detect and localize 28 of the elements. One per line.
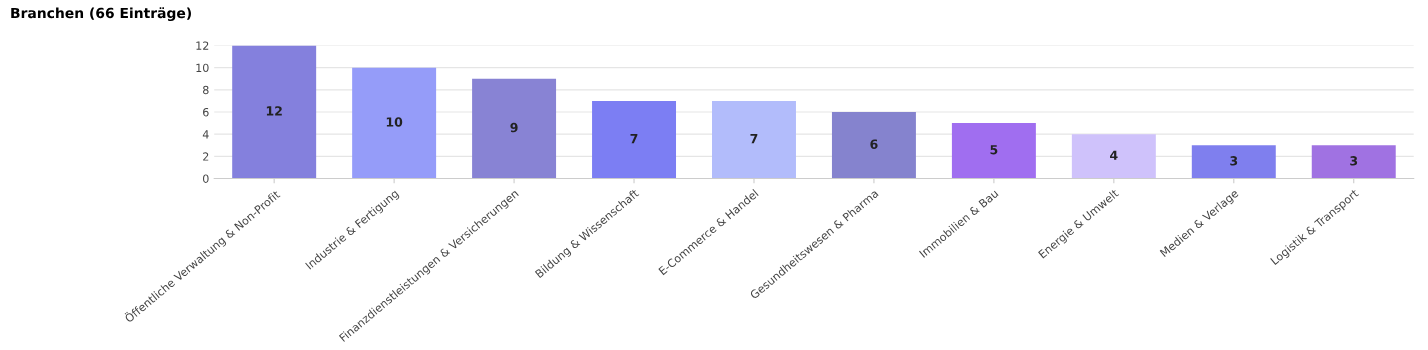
bar bbox=[352, 67, 437, 179]
data-label: 3 bbox=[1350, 156, 1358, 166]
data-label: 7 bbox=[630, 134, 638, 144]
bar bbox=[1071, 134, 1156, 179]
data-label: 9 bbox=[510, 122, 518, 133]
data-label: 6 bbox=[870, 139, 878, 149]
data-label: 7 bbox=[750, 134, 758, 144]
bar bbox=[951, 123, 1036, 179]
data-label: 10 bbox=[386, 117, 403, 127]
data-label: 12 bbox=[266, 106, 282, 116]
bar bbox=[1191, 145, 1276, 179]
bar bbox=[472, 78, 557, 179]
data-label: 3 bbox=[1230, 156, 1238, 166]
y-tick-label: 0 bbox=[203, 174, 209, 183]
bar bbox=[232, 45, 317, 179]
y-tick-label: 6 bbox=[203, 107, 209, 117]
y-tick-label: 10 bbox=[196, 63, 209, 73]
bar bbox=[831, 112, 916, 179]
data-label: 5 bbox=[990, 145, 998, 155]
y-tick-label: 8 bbox=[203, 85, 209, 95]
bar bbox=[712, 100, 796, 179]
text: Branchen (66 Einträge) bbox=[11, 7, 191, 21]
bar bbox=[1311, 145, 1396, 179]
data-label: 4 bbox=[1110, 150, 1118, 160]
y-tick-label: 12 bbox=[196, 41, 209, 50]
bar bbox=[592, 100, 677, 179]
y-tick-label: 2 bbox=[203, 152, 209, 161]
y-tick-label: 4 bbox=[202, 130, 209, 139]
